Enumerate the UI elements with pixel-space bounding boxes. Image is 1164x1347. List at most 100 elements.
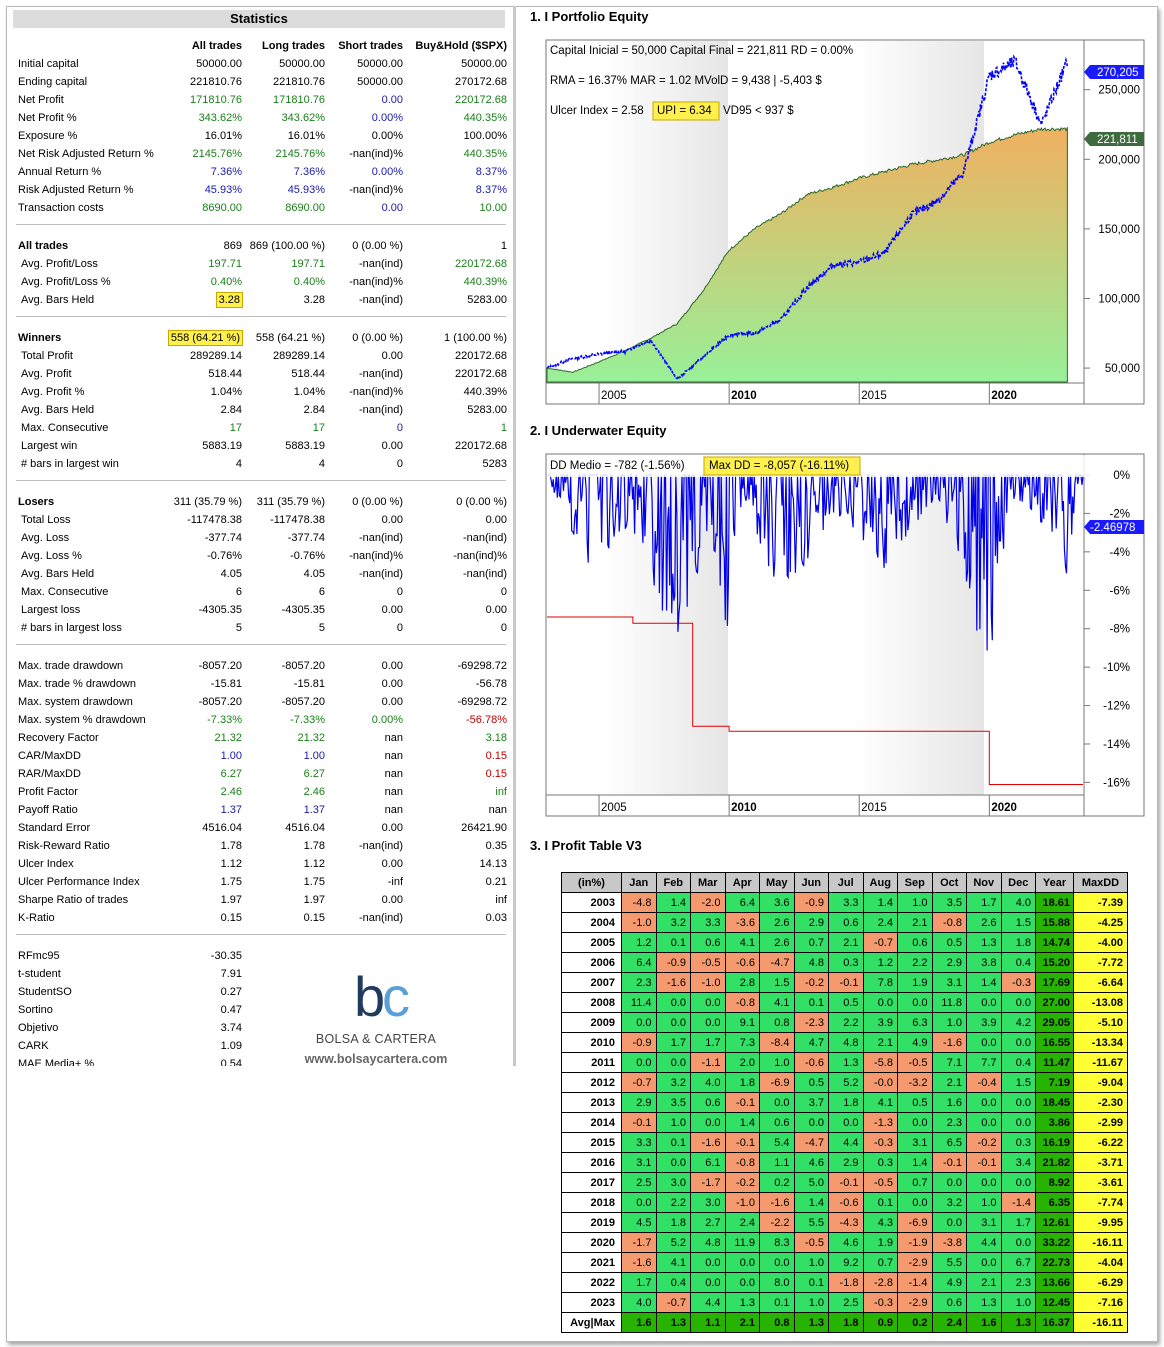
profit-table-month-value: 1.7 [655,1032,691,1053]
stat-value: -4305.35 [281,604,325,616]
profit-table-month-value: 0.0 [966,1092,1002,1113]
stat-value: 289289.14 [190,350,242,362]
profit-table-month-value: -0.5 [793,1232,829,1253]
profit-table-month-value: 2.6 [759,932,795,953]
profit-table-month-value: 0.5 [897,1092,933,1113]
stat-value: 289289.14 [273,350,325,362]
profit-table-month-value: 2.2 [897,952,933,973]
stat-value: -7.33% [207,714,242,726]
profit-table-month-value: 1.1 [759,1152,795,1173]
stat-label: CARK [18,1040,49,1052]
stat-value: -4305.35 [198,604,242,616]
profit-table-month-value: 11.9 [724,1232,760,1253]
section-title-equity: 1. I Portfolio Equity [530,9,649,24]
profit-table-month-value: 5.0 [793,1172,829,1193]
stat-value: 0.15 [220,912,242,924]
profit-table-month-value: 0.0 [655,992,691,1013]
profit-table-header: Dec [1000,872,1036,893]
profit-table-month-value: 0.3 [862,1152,898,1173]
profit-table-month-value: -0.1 [828,972,864,993]
profit-table-maxdd-value: -3.61 [1073,1172,1128,1193]
profit-table-month-value: 0.7 [897,1172,933,1193]
upi-highlight [652,101,720,121]
profit-table-month-value: 0.0 [828,1112,864,1133]
profit-table-month-value: 1.4 [966,972,1002,993]
profit-table-month-value: 2.8 [724,972,760,993]
equity-x-tick-label: 2015 [861,390,887,402]
profit-table-month-value: 0.0 [862,992,898,1013]
stat-value: 0.00 [381,894,403,906]
profit-table-year-value: 18.61 [1035,892,1074,913]
profit-table-month-value: 0.6 [828,912,864,933]
stat-value: -nan(ind)% [453,550,507,562]
stat-label: Standard Error [18,822,91,834]
profit-table-month-value: 1.7 [966,892,1002,913]
dd-y-tick-label: -8% [1110,624,1130,636]
stat-value: 197.71 [291,258,325,270]
profit-table-month-value: 4.6 [828,1232,864,1253]
profit-table-month-value: 5.5 [793,1212,829,1233]
profit-table-month-value: -0.5 [690,952,726,973]
profit-table-month-value: 2.9 [793,912,829,933]
profit-table-month-value: -0.3 [862,1132,898,1153]
dd-annotation-maxdd: Max DD = -8,057 (-16.11%) [709,460,849,472]
stat-value: -8057.20 [281,660,325,672]
profit-table-month-value: 4.4 [690,1292,726,1313]
profit-table-maxdd-value: -9.95 [1073,1212,1128,1233]
profit-table-maxdd-value: -7.39 [1073,892,1128,913]
profit-table-header: Aug [862,872,898,893]
profit-table-month-value: -2.8 [862,1272,898,1293]
profit-table-month-value: 7.3 [724,1032,760,1053]
profit-table-month-value: 0.0 [690,1012,726,1033]
stat-label: All trades [18,240,69,252]
profit-table-year: 2010 [561,1032,622,1053]
profit-table-month-value: -1.8 [828,1272,864,1293]
profit-table-month-value: 7.7 [966,1052,1002,1073]
stat-value: 0.00 [381,514,403,526]
stat-label: t-student [18,968,61,980]
profit-table-row: 2017 2.5 3.0 -1.7 -0.2 0.2 5.0 -0.1 -0.5 0.7 0.0 0.… [561,1172,1128,1193]
profit-table-month-value: 0.0 [621,1192,657,1213]
stat-value: 5883.19 [285,440,325,452]
equity-annotation-capital: Capital Inicial = 50,000 Capital Final =… [550,45,853,57]
profit-table-month-value: 0.0 [897,1192,933,1213]
stat-value: 1.04% [210,386,242,398]
stat-value: 50000.00 [461,58,507,70]
logo-mark-c: c [382,965,410,1028]
statistics-table: All trades Long trades Short trades Buy&Hol… [6,6,513,1066]
dd-x-tick-label: 2010 [731,802,757,814]
stat-value: 0.00% [371,166,403,178]
profit-table-month-value: -1.4 [897,1272,933,1293]
profit-table-month-value: 0.0 [621,1012,657,1033]
profit-table-row: 2010 -0.9 1.7 1.7 7.3 -8.4 4.7 4.8 2.1 4.9 -1.6 0.0… [561,1032,1128,1053]
profit-table-maxdd-value: -7.16 [1073,1292,1128,1313]
profit-table-month-value: 1.3 [966,932,1002,953]
stat-value: -nan(ind) [358,532,403,544]
profit-table-month-value: 1.2 [621,932,657,953]
profit-table-month-value: -1.0 [690,972,726,993]
stat-label: Ulcer Index [18,858,74,870]
profit-table-month-value: -0.4 [966,1072,1002,1093]
profit-table-month-value: 0.0 [897,992,933,1013]
profit-table-month-value: 1.8 [655,1212,691,1233]
profit-table-month-value: -0.8 [931,912,967,933]
profit-table-month-value: 0.0 [931,1212,967,1233]
profit-table-month-value: 4.0 [1000,892,1036,913]
stat-value: 0.00 [485,604,507,616]
profit-table-month-value: 1.0 [655,1112,691,1133]
stat-value: 1.12 [220,858,242,870]
profit-table-month-value: -0.1 [828,1172,864,1193]
brand-url[interactable]: www.bolsaycartera.com [304,1052,448,1066]
profit-table-month-value: -0.9 [621,1032,657,1053]
profit-table-month-value: -1.4 [1000,1192,1036,1213]
profit-table-maxdd-value: -16.11 [1073,1232,1128,1253]
profit-table-row: 2007 2.3 -1.6 -1.0 2.8 1.5 -0.2 -0.1 7.8 1.9 3.1 1.… [561,972,1128,993]
stat-value: -nan(ind) [358,258,403,270]
profit-table-month-value: 4.0 [621,1292,657,1313]
profit-table-year-value: 33.22 [1035,1232,1074,1253]
stat-value: 0 [396,586,403,598]
profit-table-year-value: 13.66 [1035,1272,1074,1293]
profit-table-year: Avg|Max [561,1312,622,1333]
column-header: Long trades [262,40,325,52]
stat-value: 0.15 [485,768,507,780]
